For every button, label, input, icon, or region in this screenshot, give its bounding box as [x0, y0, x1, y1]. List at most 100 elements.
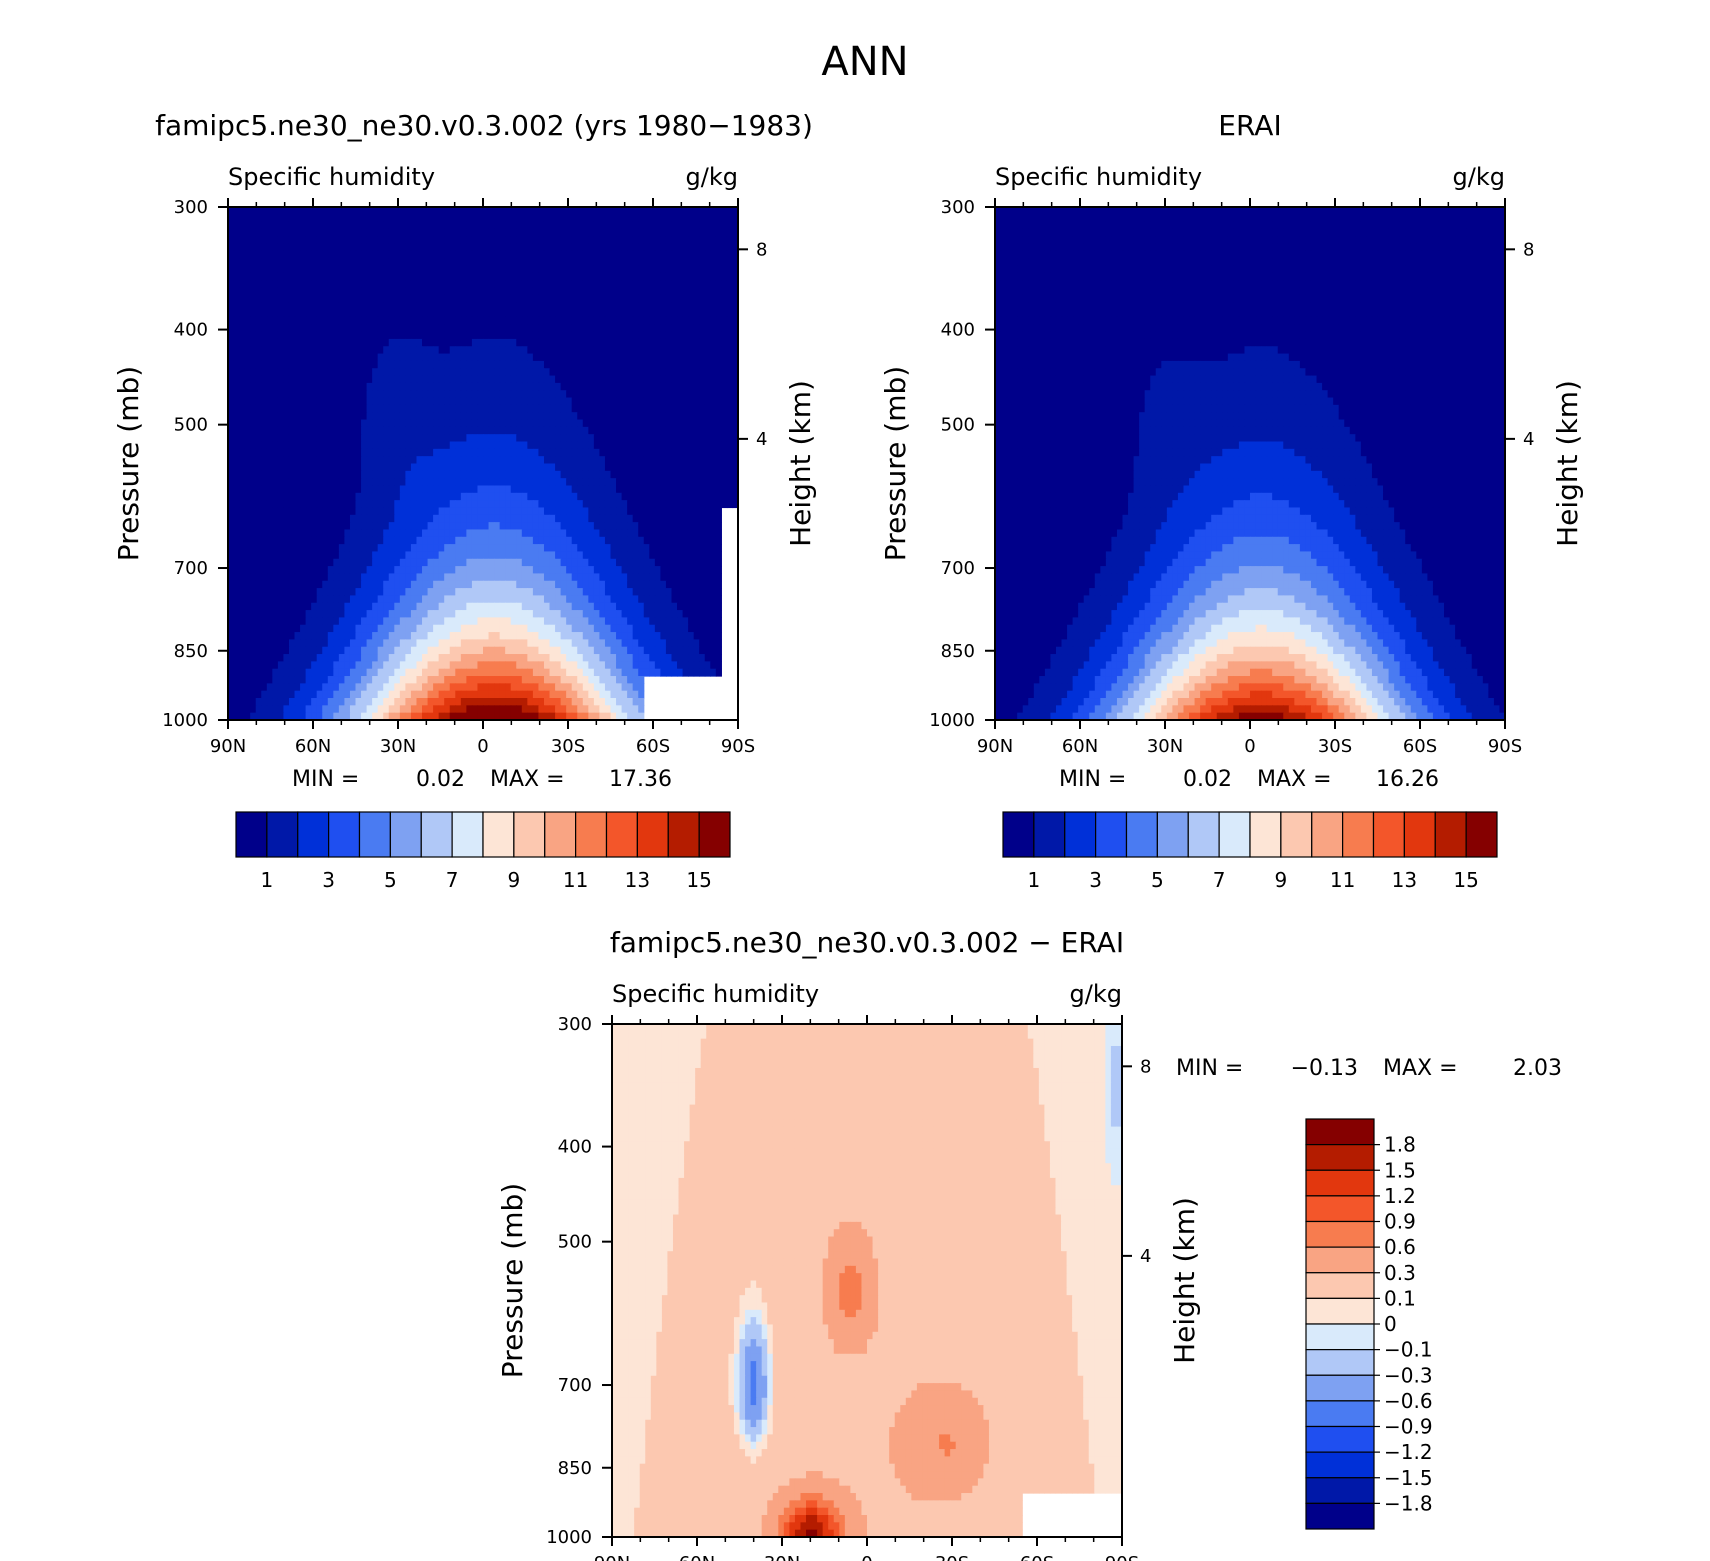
field-cell: [499, 434, 506, 443]
field-cell: [405, 544, 412, 553]
field-cell: [233, 404, 240, 413]
field-cell: [288, 507, 296, 516]
field-cell: [322, 397, 329, 406]
field-cell: [344, 463, 351, 472]
field-cell: [255, 243, 262, 252]
field-cell: [488, 280, 495, 289]
field-cell: [654, 558, 661, 567]
field-cell: [444, 302, 451, 311]
field-cell: [444, 316, 451, 325]
field-cell: [311, 500, 318, 509]
field-cell: [671, 522, 678, 531]
field-cell: [616, 441, 623, 450]
field-cell: [638, 265, 645, 274]
field-cell: [344, 595, 351, 604]
field-cell: [394, 360, 401, 369]
field-cell: [510, 309, 517, 318]
field-cell: [682, 265, 689, 274]
field-cell: [383, 602, 390, 611]
field-cell: [361, 566, 368, 575]
field-cell: [510, 412, 517, 421]
field-cell: [632, 492, 639, 501]
field-cell: [693, 544, 700, 553]
field-cell: [344, 221, 351, 230]
field-cell: [427, 287, 434, 296]
field-cell: [283, 558, 290, 567]
field-cell: [721, 404, 728, 413]
field-cell: [300, 294, 307, 303]
field-cell: [549, 470, 556, 479]
field-cell: [377, 529, 384, 538]
field-cell: [300, 360, 307, 369]
field-cell: [582, 470, 589, 479]
field-cell: [261, 353, 268, 362]
field-cell: [422, 382, 429, 391]
field-cell: [516, 228, 523, 237]
field-cell: [527, 536, 534, 545]
field-cell: [699, 207, 706, 215]
field-cell: [649, 302, 656, 311]
field-cell: [327, 404, 334, 413]
field-cell: [316, 368, 323, 377]
field-cell: [294, 309, 301, 318]
field-cell: [710, 302, 717, 311]
field-cell: [311, 258, 318, 267]
field-cell: [499, 324, 506, 333]
field-cell: [505, 207, 512, 215]
field-cell: [532, 207, 540, 215]
field-cell: [527, 419, 534, 428]
field-cell: [521, 485, 528, 494]
field-cell: [527, 478, 534, 487]
field-cell: [283, 536, 290, 545]
field-cell: [688, 492, 695, 501]
field-cell: [671, 243, 678, 252]
field-cell: [399, 353, 406, 362]
field-cell: [333, 207, 340, 215]
field-cell: [316, 207, 323, 215]
field-cell: [333, 492, 340, 501]
field-cell: [322, 478, 329, 487]
field-cell: [466, 507, 473, 516]
field-cell: [416, 529, 423, 538]
field-cell: [455, 566, 462, 575]
field-cell: [538, 514, 545, 523]
field-cell: [277, 382, 285, 391]
field-cell: [704, 573, 711, 582]
field-cell: [366, 463, 373, 472]
field-cell: [532, 382, 540, 391]
field-cell: [438, 382, 445, 391]
field-cell: [693, 214, 700, 223]
field-cell: [455, 544, 462, 553]
field-cell: [710, 280, 717, 289]
field-cell: [366, 390, 373, 399]
field-cell: [649, 280, 656, 289]
field-cell: [604, 331, 612, 340]
field-cell: [571, 397, 578, 406]
field-cell: [693, 338, 700, 347]
field-cell: [388, 507, 395, 516]
field-cell: [405, 258, 412, 267]
field-cell: [372, 265, 379, 274]
field-cell: [311, 463, 318, 472]
field-cell: [233, 250, 240, 259]
field-cell: [543, 250, 551, 259]
field-cell: [649, 558, 656, 567]
field-cell: [582, 529, 589, 538]
field-cell: [699, 338, 706, 347]
field-cell: [255, 228, 262, 237]
field-cell: [355, 558, 362, 567]
field-cell: [244, 324, 251, 333]
field-cell: [494, 434, 501, 443]
field-cell: [266, 250, 273, 259]
field-cell: [383, 287, 390, 296]
field-cell: [549, 448, 556, 457]
field-cell: [483, 294, 490, 303]
field-cell: [460, 500, 467, 509]
field-cell: [688, 324, 695, 333]
field-cell: [610, 250, 617, 259]
field-cell: [233, 346, 240, 355]
field-cell: [505, 544, 512, 553]
field-cell: [422, 338, 429, 347]
field-cell: [699, 580, 706, 589]
field-cell: [266, 214, 273, 223]
